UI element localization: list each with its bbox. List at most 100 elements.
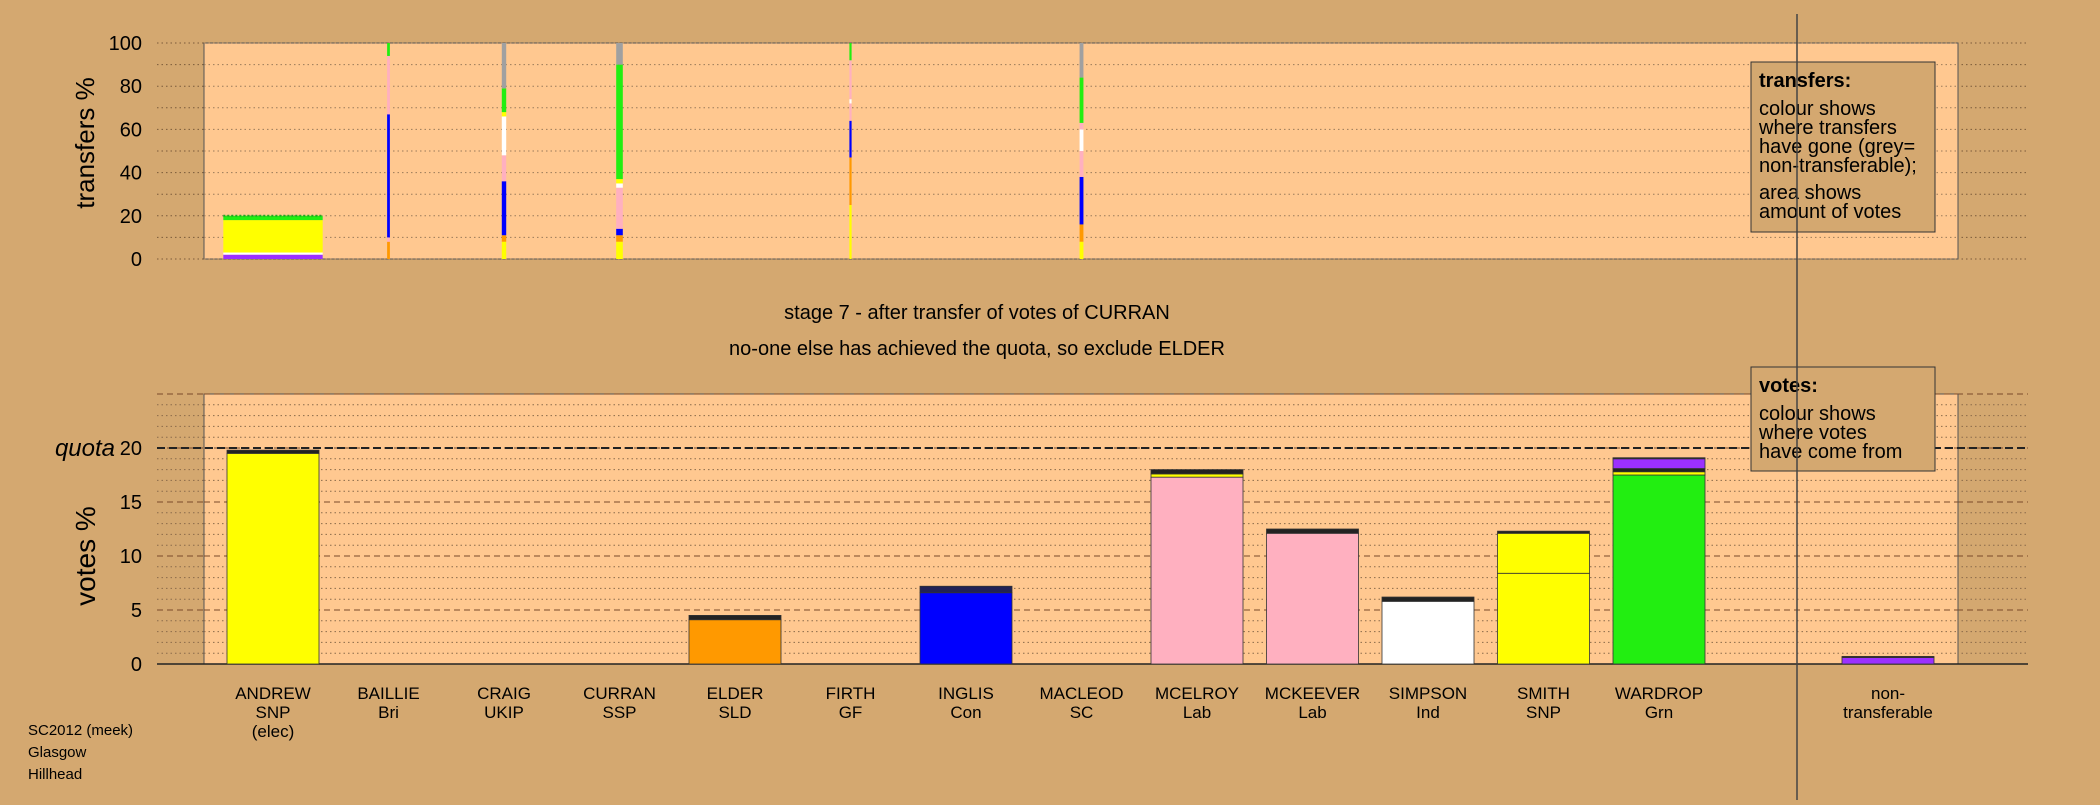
candidate-party-label: Lab [1298,703,1326,722]
votes-bar-segment [226,449,320,454]
candidate-name-label: MACLEOD [1039,684,1123,703]
votes-bars [226,449,1935,665]
votes-bar-segment [1612,468,1706,473]
candidate-name-label: SMITH [1517,684,1570,703]
candidate-name-label: ELDER [707,684,764,703]
candidate-party-label: SNP [1526,703,1561,722]
transfers-y-tick-label: 80 [120,76,142,98]
transfers-bar-segment [501,116,507,156]
transfers-bar-segment [616,183,623,188]
transfers-bar-segment [387,241,390,259]
candidate-party-label: Con [950,703,981,722]
candidate-party-label: Lab [1183,703,1211,722]
transfers-legend-line: where transfers [1758,117,1897,139]
transfers-bar-segment [1079,129,1084,151]
votes-legend-line: colour shows [1759,403,1876,425]
transfers-bar-segment [501,112,507,117]
transfers-bar-segment [501,241,507,259]
transfers-bar-segment [616,241,623,259]
transfers-bar-segment [501,155,507,182]
candidate-name-label: WARDROP [1615,684,1703,703]
transfers-bar-segment [1079,43,1084,78]
transfers-bar-segment [849,103,852,121]
nontransferable-label: non- [1871,684,1905,703]
votes-bar-segment [1381,596,1475,602]
transfers-bar-segment [616,187,623,229]
nontransferable-label: transferable [1843,703,1933,722]
transfers-bar-segment [501,43,507,89]
transfers-y-axis: 0 20 40 60 80 100 [109,33,142,271]
transfers-bar-segment [223,254,323,259]
transfers-bar-segment [1079,77,1084,123]
votes-y-axis: 0 5 10 15 20 [120,438,142,676]
votes-legend-line: where votes [1758,422,1867,444]
candidate-name-label: MCELROY [1155,684,1239,703]
candidate-party-label: SC [1070,703,1094,722]
votes-bar-segment [1612,474,1706,665]
votes-bar-segment [1266,532,1359,665]
transfers-y-axis-label: transfers % [70,77,100,209]
transfers-bar-segment [501,181,507,236]
transfers-bar-segment [387,237,390,242]
votes-bar-segment [1497,530,1590,534]
candidate-party-label: GF [839,703,863,722]
votes-bar-segment [1841,656,1935,658]
votes-x-axis-labels: ANDREWSNP(elec)BAILLIEBriCRAIGUKIPCURRAN… [235,684,1933,741]
votes-bar-segment [1150,469,1244,475]
votes-y-axis-label: votes % [70,506,101,606]
transfers-bar-segment [849,120,852,158]
stage-subtitle: no-one else has achieved the quota, so e… [729,338,1225,360]
transfers-y-tick-label: 60 [120,119,142,141]
transfers-bar-segment [849,205,852,259]
votes-bar-segment [1612,458,1706,469]
votes-bar-segment [688,619,782,665]
transfers-y-tick-label: 40 [120,163,142,185]
votes-bar-segment [1612,471,1706,476]
votes-bar-segment [1497,532,1590,574]
transfers-legend-box [1750,61,1936,233]
transfers-bar-segment [1079,151,1084,177]
votes-legend: votes: colour shows where votes have com… [1750,366,1936,472]
candidate-name-label: CRAIG [477,684,531,703]
candidate-party-label: SSP [602,703,636,722]
transfers-bar-segment [849,43,852,61]
candidate-party-label: Ind [1416,703,1440,722]
transfers-y-tick-label: 20 [120,206,142,228]
transfers-legend-line: non-transferable); [1759,155,1917,177]
candidate-party-label: Bri [378,703,399,722]
candidate-name-label: SIMPSON [1389,684,1467,703]
candidate-status-label: (elec) [252,722,295,741]
candidate-name-label: FIRTH [826,684,876,703]
votes-bar-segment [919,585,1013,594]
votes-y-tick-label: 10 [120,546,142,568]
transfers-bar-segment [849,60,852,100]
transfers-bars [223,43,1084,259]
footer-election: SC2012 (meek) [28,722,133,739]
transfers-bar-segment [1079,224,1084,242]
votes-bar-segment [1266,528,1359,534]
votes-y-tick-label: 20 [120,438,142,460]
transfers-legend-line: have gone (grey= [1759,136,1915,158]
transfers-legend-line: area shows [1759,182,1861,204]
candidate-party-label: Grn [1645,703,1673,722]
transfers-bar-segment [223,215,323,221]
transfers-legend: transfers: colour shows where transfers … [1750,61,1936,233]
transfers-bar-segment [1079,176,1084,225]
votes-bar-segment [919,592,1013,665]
transfers-bar-segment [501,88,507,113]
candidate-party-label: UKIP [484,703,524,722]
transfers-bar-segment [616,43,623,65]
candidate-party-label: SNP [256,703,291,722]
transfers-bar-segment [616,228,623,236]
transfers-bar-segment [387,55,390,115]
votes-bar-segment [1612,457,1706,460]
stage-title: stage 7 - after transfer of votes of CUR… [784,302,1170,324]
votes-legend-box [1750,366,1936,472]
transfers-bar-segment [616,179,623,184]
votes-bar-segment [1497,572,1590,665]
transfers-bar-segment [1079,241,1084,259]
votes-bar-segment [226,452,320,665]
votes-legend-line: have come from [1759,441,1902,463]
